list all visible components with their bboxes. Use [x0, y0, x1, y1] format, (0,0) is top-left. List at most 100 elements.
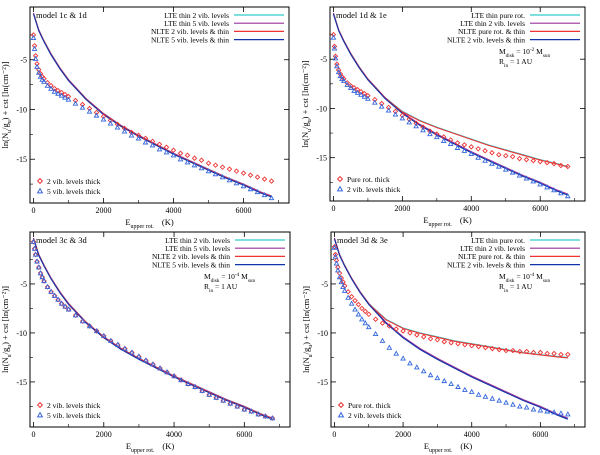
data-point	[345, 294, 352, 300]
data-point	[366, 311, 372, 318]
annotation: Mdisk = 10-4 Msun	[499, 272, 551, 284]
data-point	[39, 274, 46, 280]
data-point	[427, 336, 434, 342]
data-point	[48, 82, 54, 89]
data-point	[135, 132, 142, 139]
data-point	[114, 121, 121, 128]
data-point	[420, 334, 427, 340]
x-tick-label: 4000	[464, 430, 480, 439]
data-point	[268, 194, 275, 201]
legend-label: NLTE 5 vib. levels & thin	[151, 35, 229, 44]
annotation: Rin = 1 AU	[499, 57, 533, 69]
data-point	[407, 330, 413, 336]
data-point	[440, 137, 447, 144]
data-point	[212, 171, 219, 177]
data-point	[558, 351, 564, 358]
x-tick-label: 4000	[166, 206, 182, 215]
data-point	[400, 328, 406, 334]
data-point	[372, 96, 378, 103]
subscript: sun	[543, 278, 551, 284]
data-point	[413, 123, 420, 129]
data-point	[544, 184, 550, 190]
y-axis-label-group: ln(Nu/gu) + cst [ln(cm⁻²)]	[0, 286, 13, 373]
data-point	[378, 103, 385, 109]
data-point	[551, 350, 557, 357]
annotation: Mdisk = 10-4 Msun	[204, 272, 256, 284]
y-axis-label: ln(Nu/gu) + cst [ln(cm⁻²)]	[0, 61, 13, 148]
data-point	[489, 395, 496, 401]
data-point	[100, 332, 107, 338]
data-point	[347, 84, 354, 90]
panel-4: 0 2000 4000 6000 -15 -10 -5 model 3d & 3e LTE th…	[301, 231, 586, 454]
data-point	[441, 377, 448, 384]
data-point	[393, 326, 399, 332]
data-point	[30, 32, 37, 38]
data-point	[212, 162, 219, 168]
legend-label: LTE thin pure rot.	[471, 236, 525, 245]
x-axis-label-main: E	[125, 217, 130, 227]
text-run: ) + cst [ln(cm⁻²)]	[301, 286, 311, 345]
data-point	[30, 34, 37, 40]
data-point	[523, 348, 530, 355]
x-axis-label-sub: upper rot.	[131, 448, 155, 454]
data-point	[399, 115, 406, 121]
data-point	[107, 117, 114, 124]
data-point	[31, 45, 38, 51]
data-point	[335, 264, 341, 271]
text-run: ln(	[300, 138, 310, 148]
data-point	[385, 107, 392, 113]
data-point	[72, 312, 79, 318]
y-tick-label: -10	[16, 105, 27, 114]
data-point	[468, 144, 475, 150]
data-point	[240, 183, 247, 189]
data-point	[171, 373, 177, 379]
legend-marker	[336, 175, 344, 183]
text-run: /	[0, 351, 10, 354]
data-point	[551, 409, 557, 415]
data-point	[337, 72, 344, 79]
text-run: M	[241, 272, 248, 281]
y-tick-label: -15	[317, 378, 328, 387]
y-tick-label: -5	[321, 280, 328, 289]
data-point	[420, 124, 426, 130]
x-axis-label-unit: (K)	[162, 441, 174, 451]
data-point	[372, 316, 379, 322]
data-point	[331, 43, 338, 50]
legend-marker	[36, 177, 44, 185]
data-point	[330, 31, 337, 38]
text-run: 10	[227, 272, 235, 281]
x-tick-label: 2000	[395, 430, 411, 439]
subscript: u	[7, 354, 13, 357]
data-point	[65, 306, 72, 312]
subscript: disk	[211, 278, 220, 284]
data-point	[564, 193, 571, 199]
data-area	[30, 12, 275, 201]
x-tick-label: 6000	[532, 430, 548, 439]
x-axis-label-main: E	[423, 215, 428, 225]
data-point	[157, 365, 163, 371]
x-tick-label: 4000	[463, 204, 479, 213]
data-point	[340, 283, 346, 290]
data-point	[544, 350, 550, 357]
data-point	[517, 348, 523, 355]
data-point	[332, 53, 339, 59]
data-point	[36, 66, 42, 73]
data-point	[72, 100, 79, 106]
superscript: -4	[235, 272, 240, 278]
subscript: disk	[506, 278, 515, 284]
data-point	[482, 344, 489, 351]
data-point	[339, 75, 345, 82]
data-point	[164, 369, 170, 375]
data-point	[34, 63, 40, 69]
data-point	[455, 340, 461, 347]
text-run: N	[300, 132, 310, 138]
data-point	[34, 258, 40, 264]
data-point	[107, 120, 114, 126]
data-point	[219, 164, 226, 170]
data-point	[163, 149, 170, 155]
data-point	[503, 347, 509, 354]
data-point	[558, 162, 564, 169]
data-point	[241, 406, 248, 412]
data-point	[496, 151, 502, 158]
data-point	[352, 306, 358, 312]
